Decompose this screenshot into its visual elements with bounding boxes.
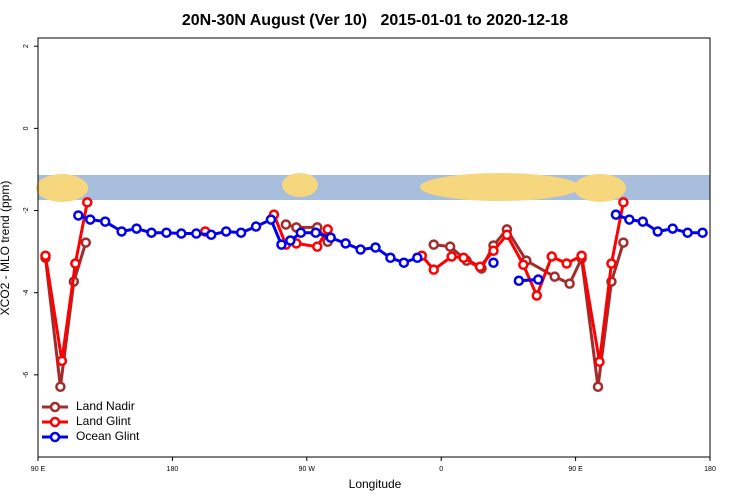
data-point [205, 229, 217, 241]
data-point [82, 197, 93, 208]
y-tick-label: -2 [23, 207, 30, 213]
data-point [531, 290, 543, 301]
data-point [618, 197, 629, 208]
series-line [43, 202, 89, 362]
data-point [652, 226, 663, 237]
data-point [265, 214, 277, 225]
data-point [428, 239, 439, 250]
x-tick-label: 90 W [299, 466, 316, 473]
land [36, 174, 88, 202]
data-point [398, 257, 410, 268]
data-point [176, 228, 187, 239]
data-point [355, 244, 366, 255]
data-point [637, 216, 649, 227]
y-tick-label: 0 [23, 126, 30, 130]
data-point [446, 251, 457, 262]
legend-label: Land Nadir [76, 399, 135, 413]
data-point [191, 228, 202, 239]
data-point [592, 381, 604, 393]
data-point [610, 209, 622, 220]
y-tick-label: -6 [23, 372, 30, 378]
data-point [146, 227, 157, 238]
data-point [458, 252, 469, 264]
y-axis-label: XCO2 - MLO trend (ppm) [0, 181, 12, 316]
data-point [285, 235, 296, 246]
data-point [340, 238, 351, 249]
x-tick-label: 180 [704, 466, 716, 473]
y-tick-label: 2 [23, 44, 30, 48]
data-point [697, 227, 708, 238]
y-tick-label: -4 [23, 289, 30, 295]
data-point [295, 227, 307, 238]
data-point [564, 278, 575, 289]
data-point [235, 227, 247, 238]
data-point [56, 355, 68, 367]
plot-frame [37, 37, 711, 458]
data-point [667, 223, 678, 234]
data-point [474, 261, 486, 273]
data-point [55, 381, 66, 393]
data-point [428, 264, 439, 275]
data-point [85, 214, 96, 225]
data-point [561, 258, 572, 269]
data-point [549, 271, 560, 282]
data-point [606, 258, 617, 269]
data-point [312, 241, 323, 252]
data-point [385, 252, 396, 264]
data-point [276, 239, 287, 250]
data-point [280, 219, 292, 230]
map-strip [36, 173, 710, 202]
data-point [220, 226, 232, 237]
legend-marker [49, 431, 61, 443]
data-point [310, 227, 322, 238]
data-point [116, 226, 127, 237]
data-point [80, 237, 92, 248]
data-point [594, 356, 605, 367]
data-point [488, 257, 499, 268]
land [574, 174, 626, 202]
x-tick-label: 180 [167, 466, 179, 473]
data-point [682, 227, 693, 238]
data-point [250, 221, 262, 232]
data-point [322, 224, 333, 235]
data-point [624, 214, 635, 225]
land [420, 173, 580, 201]
data-point [73, 210, 84, 221]
legend-label: Ocean Glint [76, 429, 140, 443]
data-point [618, 237, 629, 248]
data-point [99, 216, 111, 227]
legend-label: Land Glint [76, 414, 131, 428]
x-tick-label: 90 E [568, 466, 583, 473]
data-point [501, 229, 513, 241]
data-point [412, 252, 423, 264]
x-tick-label: 0 [439, 466, 443, 473]
data-point [546, 251, 557, 262]
data-point [518, 259, 529, 271]
x-tick-label: 90 E [31, 466, 46, 473]
data-point [513, 275, 525, 287]
x-axis-label: Longitude [349, 477, 402, 491]
data-point [576, 250, 587, 261]
data-point [131, 223, 142, 234]
data-point [488, 245, 499, 257]
data-point [444, 241, 456, 252]
data-point [370, 242, 381, 253]
data-point [40, 250, 51, 261]
chart-title: 20N-30N August (Ver 10) 2015-01-01 to 20… [182, 12, 568, 29]
land [282, 173, 318, 197]
legend-marker [49, 401, 61, 413]
data-point [325, 232, 336, 243]
data-point [70, 258, 81, 269]
legend-marker [49, 416, 61, 428]
data-point [533, 274, 544, 285]
data-point [161, 227, 172, 238]
